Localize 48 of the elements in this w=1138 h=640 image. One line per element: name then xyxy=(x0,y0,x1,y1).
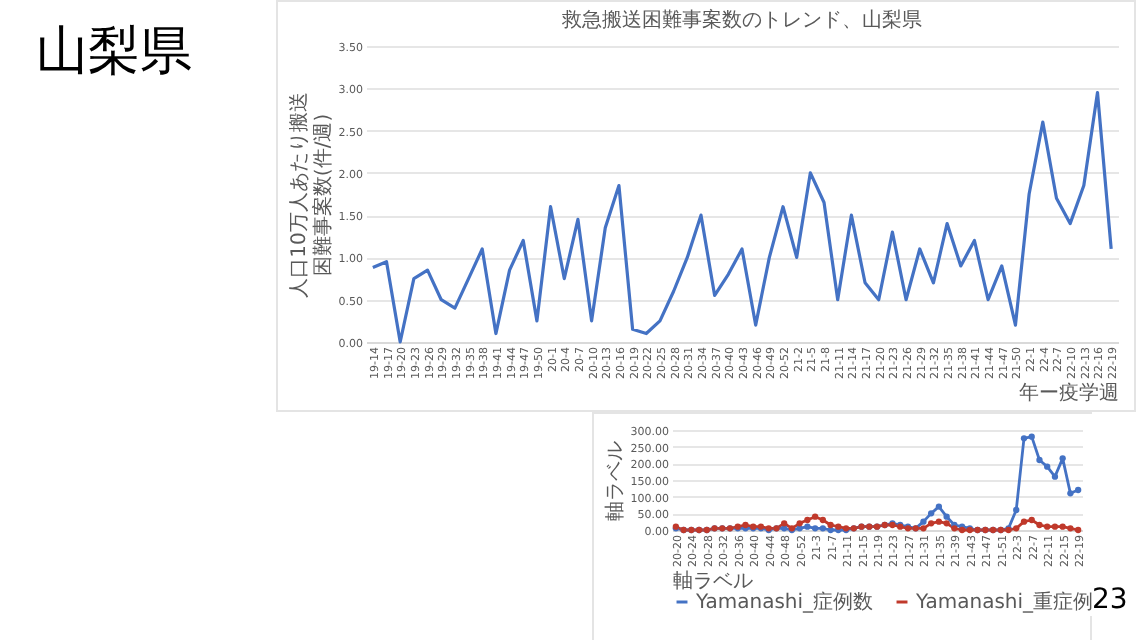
line-series xyxy=(371,90,1113,344)
point xyxy=(796,520,803,527)
point xyxy=(781,525,788,532)
point xyxy=(1051,473,1059,480)
y-axis-title: 人口10万人あたり搬送困難事案数(件/週) xyxy=(286,92,335,298)
point xyxy=(827,521,834,529)
point xyxy=(1044,523,1051,530)
x-axis-title: 軸ラベル xyxy=(673,568,753,593)
point xyxy=(819,525,827,532)
point xyxy=(1020,518,1028,525)
chart-title: 救急搬送困難事案数のトレンド、山梨県 xyxy=(560,8,922,32)
point xyxy=(1028,516,1035,524)
point xyxy=(1044,463,1051,470)
point xyxy=(796,525,803,532)
point xyxy=(811,513,819,520)
point xyxy=(827,526,834,534)
point xyxy=(1013,506,1020,514)
point xyxy=(1036,521,1043,529)
y-axis-title: 軸ラベル xyxy=(602,441,627,521)
point xyxy=(920,518,927,525)
point xyxy=(920,525,927,532)
point xyxy=(804,523,811,530)
point xyxy=(1020,435,1028,442)
point xyxy=(1059,523,1066,530)
point xyxy=(819,516,827,524)
point xyxy=(1059,455,1066,462)
x-axis-title: 年ー疫学週 xyxy=(1019,380,1119,405)
text: 23 xyxy=(1092,584,1128,616)
point xyxy=(1036,456,1043,464)
point xyxy=(935,518,943,525)
point xyxy=(1051,523,1059,530)
legend-label: Yamanashi_重症例 xyxy=(914,590,1094,614)
point xyxy=(811,525,819,532)
legend-label: Yamanashi_症例数 xyxy=(694,590,874,614)
point xyxy=(781,520,788,527)
point xyxy=(943,513,950,520)
text: 山梨県 xyxy=(36,20,192,86)
point xyxy=(1067,525,1074,532)
point xyxy=(1074,526,1082,534)
point xyxy=(804,516,811,524)
point xyxy=(1074,486,1082,494)
point xyxy=(1028,433,1035,440)
point xyxy=(1013,525,1020,532)
point xyxy=(1067,490,1074,497)
point xyxy=(943,520,950,527)
point xyxy=(935,503,943,510)
point xyxy=(927,510,935,517)
point xyxy=(927,520,935,527)
